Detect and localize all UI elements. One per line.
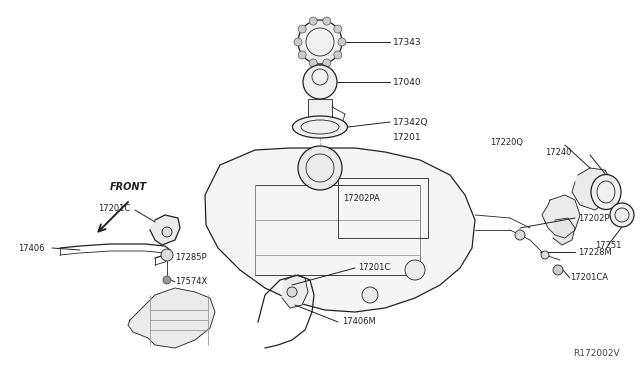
Circle shape	[162, 227, 172, 237]
Circle shape	[309, 17, 317, 25]
Circle shape	[323, 59, 331, 67]
Text: 17202PA: 17202PA	[343, 193, 380, 202]
Circle shape	[541, 251, 549, 259]
Bar	[338, 178, 428, 238]
Text: 17406M: 17406M	[342, 317, 376, 327]
Polygon shape	[553, 218, 575, 245]
Ellipse shape	[591, 174, 621, 209]
Polygon shape	[150, 215, 180, 245]
Circle shape	[405, 260, 425, 280]
Text: FRONT: FRONT	[109, 182, 147, 192]
Circle shape	[161, 249, 173, 261]
Text: R172002V: R172002V	[573, 349, 620, 358]
Text: 17574X: 17574X	[175, 278, 207, 286]
Circle shape	[553, 265, 563, 275]
Circle shape	[362, 287, 378, 303]
Text: 17228M: 17228M	[578, 247, 612, 257]
Text: 17406: 17406	[18, 244, 45, 253]
Text: 17220Q: 17220Q	[490, 138, 523, 147]
Circle shape	[334, 51, 342, 59]
Bar	[255, 185, 420, 275]
Polygon shape	[282, 275, 308, 308]
Text: 17201CA: 17201CA	[570, 273, 608, 282]
Text: 17251: 17251	[595, 241, 621, 250]
Polygon shape	[128, 288, 215, 348]
Text: 17201C: 17201C	[358, 263, 390, 273]
Circle shape	[323, 17, 331, 25]
Polygon shape	[205, 148, 475, 312]
Circle shape	[294, 38, 302, 46]
Circle shape	[298, 20, 342, 64]
Circle shape	[610, 203, 634, 227]
Ellipse shape	[292, 116, 348, 138]
FancyBboxPatch shape	[308, 99, 332, 127]
Text: 17201: 17201	[393, 132, 422, 141]
Polygon shape	[572, 168, 612, 210]
Text: 17343: 17343	[393, 38, 422, 46]
Circle shape	[287, 287, 297, 297]
Text: 17201C: 17201C	[98, 203, 131, 212]
Circle shape	[303, 65, 337, 99]
Text: 17202P: 17202P	[578, 214, 609, 222]
Text: 17342Q: 17342Q	[393, 118, 429, 126]
Circle shape	[309, 59, 317, 67]
Circle shape	[334, 25, 342, 33]
Circle shape	[298, 51, 306, 59]
Circle shape	[515, 230, 525, 240]
Text: 17240: 17240	[545, 148, 572, 157]
Polygon shape	[542, 195, 580, 238]
Circle shape	[338, 38, 346, 46]
Circle shape	[163, 276, 171, 284]
Text: 17040: 17040	[393, 77, 422, 87]
Text: 17285P: 17285P	[175, 253, 207, 263]
Circle shape	[298, 146, 342, 190]
Circle shape	[298, 25, 306, 33]
